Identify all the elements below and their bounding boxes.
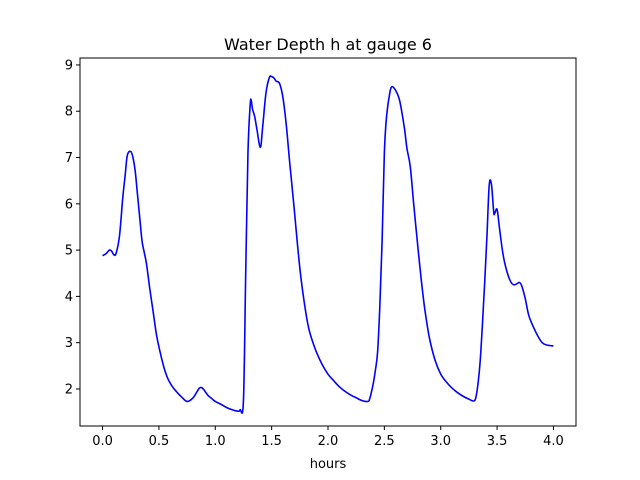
- x-tick-label: 2.5: [374, 434, 395, 449]
- y-tick-label: 8: [65, 105, 73, 120]
- y-axis-ticks: 2 3 4 5 6 7 8 9: [65, 58, 80, 397]
- chart-title: Water Depth h at gauge 6: [224, 35, 432, 54]
- y-tick-label: 6: [65, 197, 73, 212]
- x-tick-label: 0.5: [149, 434, 170, 449]
- x-tick-label: 4.0: [543, 434, 564, 449]
- x-tick-label: 0.0: [92, 434, 113, 449]
- y-tick-label: 4: [65, 290, 73, 305]
- plot-area-frame: [79, 57, 577, 427]
- y-tick-label: 5: [65, 244, 73, 259]
- y-tick-label: 3: [65, 336, 73, 351]
- series-line-0: [102, 75, 554, 414]
- x-tick-label: 3.5: [487, 434, 508, 449]
- x-tick-label: 1.0: [205, 434, 226, 449]
- x-axis-label: hours: [310, 457, 347, 472]
- plot-series: [102, 75, 554, 414]
- x-tick-label: 1.5: [261, 434, 282, 449]
- x-axis-ticks: 0.0 0.5 1.0 1.5 2.0 2.5 3.0 3.5 4.0: [92, 426, 564, 449]
- x-tick-label: 3.0: [430, 434, 451, 449]
- y-tick-label: 7: [65, 151, 73, 166]
- y-tick-label: 2: [65, 382, 73, 397]
- y-tick-label: 9: [65, 58, 73, 73]
- x-tick-label: 2.0: [318, 434, 339, 449]
